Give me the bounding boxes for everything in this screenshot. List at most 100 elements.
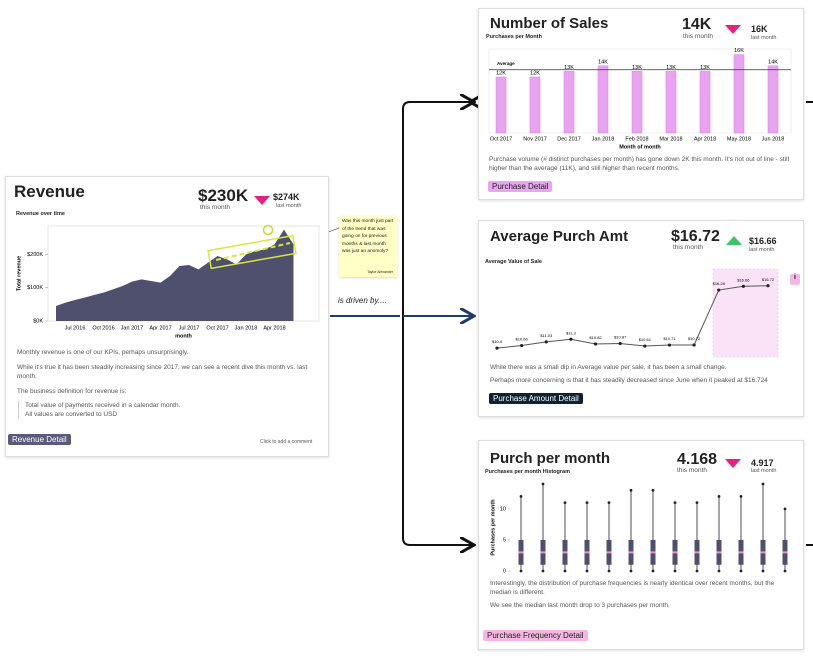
whisker-end bbox=[563, 501, 567, 505]
value-label: 12K bbox=[530, 70, 540, 76]
card-title: Number of Sales bbox=[490, 15, 609, 32]
connector-label: is driven by.... bbox=[338, 296, 387, 305]
x-tick-label: Oct 2016 bbox=[92, 325, 114, 331]
kpi-value: 4.168 bbox=[677, 451, 718, 468]
whisker-end bbox=[673, 501, 677, 505]
whisker-end bbox=[695, 569, 699, 573]
x-tick-label: Nov 2017 bbox=[523, 136, 547, 142]
previous-caption: last month bbox=[751, 35, 777, 41]
x-tick-label: Jun 2018 bbox=[762, 136, 785, 142]
whisker-end bbox=[739, 569, 743, 573]
paragraph: We see the median last month drop to 3 p… bbox=[490, 602, 670, 609]
whisker-end bbox=[717, 495, 721, 498]
whisker-end bbox=[629, 488, 633, 492]
comment-hint[interactable]: Click to add a comment bbox=[260, 439, 313, 445]
y-axis-label: Total revenue bbox=[16, 256, 22, 291]
x-tick-label: Apr 2017 bbox=[149, 325, 171, 331]
point bbox=[593, 342, 598, 346]
chart-title: Average Value of Sale bbox=[485, 259, 542, 265]
bar bbox=[699, 71, 711, 134]
y-tick-label: $200K bbox=[27, 252, 43, 258]
x-axis-label: month bbox=[175, 333, 192, 339]
whisker-end bbox=[519, 495, 523, 498]
whisker-end bbox=[739, 495, 743, 498]
value-label: 14K bbox=[768, 59, 778, 65]
y-tick-label: 10 bbox=[500, 506, 506, 512]
line bbox=[496, 285, 769, 349]
whisker-end bbox=[629, 569, 633, 573]
chart-title: Purchases per month Histogram bbox=[485, 469, 570, 475]
bar bbox=[597, 65, 609, 134]
point bbox=[717, 288, 721, 292]
y-axis-label: Purchases per month bbox=[490, 499, 496, 556]
note-author: Taylor Alexander bbox=[367, 270, 393, 274]
highlight-region bbox=[712, 268, 779, 358]
kpi-caption: this month bbox=[683, 33, 713, 40]
chart-title: Purchases per Month bbox=[486, 34, 542, 40]
value-label: 16K bbox=[734, 48, 744, 54]
previous-value: 4.917 bbox=[751, 458, 774, 468]
point bbox=[766, 284, 770, 288]
x-tick-label: Feb 2018 bbox=[625, 136, 648, 142]
value-label: 14K bbox=[598, 59, 608, 65]
connector bbox=[402, 102, 472, 546]
y-tick-label: $100K bbox=[27, 285, 43, 291]
card-title: Average Purch Amt bbox=[490, 228, 629, 245]
bar bbox=[631, 71, 643, 134]
area bbox=[56, 229, 294, 321]
avg-purchase-card: $10.4 $10.66 $11.03 $11.3 $10.82 $10.87 $10.61… bbox=[478, 220, 804, 417]
value-label: 13K bbox=[666, 65, 676, 71]
point bbox=[520, 343, 524, 348]
bar bbox=[495, 76, 507, 134]
y-tick-label: $0K bbox=[33, 318, 43, 324]
average-label: Average bbox=[497, 61, 515, 66]
value-label: 13K bbox=[632, 65, 642, 71]
value-label: $11.3 bbox=[566, 330, 576, 335]
previous-caption: last month bbox=[751, 468, 777, 474]
sticky-note[interactable]: Was this month just part of the trend th… bbox=[339, 215, 397, 277]
y-tick-label: 0 bbox=[503, 568, 506, 574]
quote-line: Total value of payments received in a ca… bbox=[25, 402, 181, 409]
paragraph: Interestingly, the distribution of purch… bbox=[490, 580, 775, 596]
value-label: $16.72 bbox=[762, 277, 775, 282]
x-tick-label: Apr 2018 bbox=[263, 325, 285, 331]
detail-button[interactable]: Purchase Amount Detail bbox=[489, 393, 583, 404]
sales-chart: 12K Oct 2017 12K Nov 2017 13K Dec 2017 14K Jan … bbox=[488, 48, 792, 150]
bar bbox=[665, 71, 677, 134]
point bbox=[495, 346, 499, 350]
paragraph: Monthly revenue is one of our KPIs, perh… bbox=[17, 349, 189, 356]
whisker-end bbox=[651, 488, 655, 492]
x-tick-label: Mar 2018 bbox=[659, 136, 682, 142]
whisker-end bbox=[761, 482, 765, 486]
whisker-end bbox=[651, 569, 655, 573]
chart-title: Revenue over time bbox=[16, 211, 65, 217]
value-label: $10.66 bbox=[516, 337, 529, 342]
previous-value: 16K bbox=[751, 24, 768, 34]
whisker-end bbox=[541, 569, 545, 573]
x-tick-label: Dec 2017 bbox=[557, 136, 581, 142]
value-label: $10.71 bbox=[663, 336, 676, 341]
annotation-trend bbox=[215, 242, 291, 261]
y-tick-label: 5 bbox=[503, 537, 506, 543]
point bbox=[692, 343, 696, 347]
detail-button[interactable]: Purchase Detail bbox=[488, 181, 553, 192]
whisker-end bbox=[563, 569, 567, 573]
detail-button[interactable]: Purchase Frequency Detail bbox=[483, 630, 588, 641]
up-indicator bbox=[726, 236, 742, 245]
whisker-end bbox=[519, 569, 523, 573]
x-tick-label: May 2018 bbox=[727, 136, 751, 142]
x-axis-label: Month of month bbox=[619, 144, 661, 150]
down-indicator bbox=[254, 196, 270, 205]
info-button[interactable]: i bbox=[790, 274, 800, 285]
previous-value: $274K bbox=[273, 192, 300, 202]
paragraph: While there was a small dip in Average v… bbox=[490, 364, 727, 371]
avg-purchase-chart: $10.4 $10.66 $11.03 $11.3 $10.82 $10.87 $10.61… bbox=[492, 268, 779, 358]
whisker-end bbox=[585, 569, 589, 573]
x-tick-label: Jul 2017 bbox=[179, 325, 200, 331]
revenue-card: $0K $100K $200K Jul 2016 Oct 2016 Jan 2017 Apr… bbox=[5, 176, 329, 457]
bar bbox=[529, 76, 541, 134]
whisker-end bbox=[783, 569, 787, 573]
detail-button[interactable]: Revenue Detail bbox=[8, 434, 71, 445]
